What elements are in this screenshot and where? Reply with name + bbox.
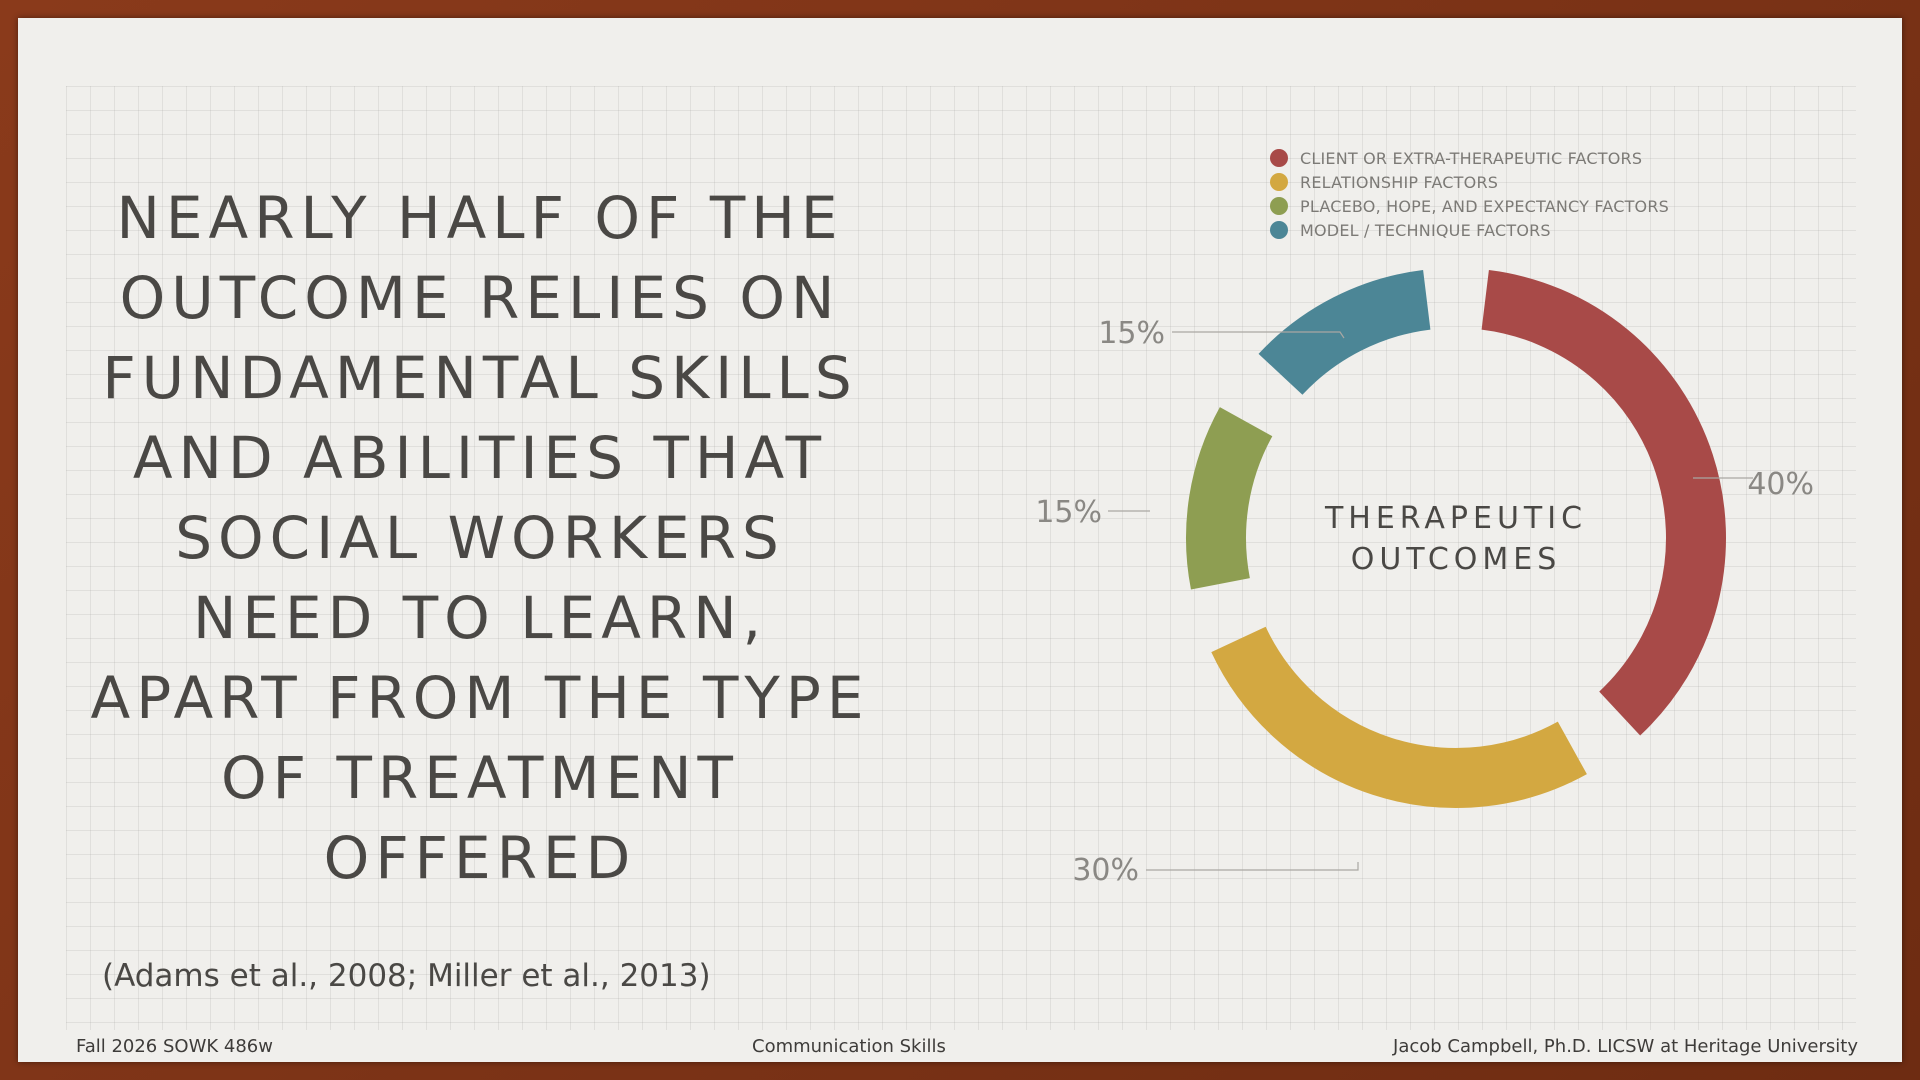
legend-item: MODEL / TECHNIQUE FACTORS	[1270, 218, 1669, 242]
value-label: 15%	[1035, 495, 1102, 530]
legend-label: RELATIONSHIP FACTORS	[1300, 172, 1499, 192]
leader-lines	[1108, 331, 1753, 871]
footer-course: Fall 2026 SOWK 486w	[76, 1036, 273, 1057]
chart-segments	[1186, 270, 1726, 808]
donut-segment	[1211, 626, 1587, 808]
slide: NEARLY HALF OF THE OUTCOME RELIES ON FUN…	[18, 18, 1902, 1062]
legend-swatch	[1270, 149, 1288, 167]
donut-segment	[1186, 407, 1273, 590]
headline: NEARLY HALF OF THE OUTCOME RELIES ON FUN…	[82, 178, 878, 898]
footer-topic: Communication Skills	[752, 1036, 946, 1057]
donut-segment	[1258, 270, 1432, 396]
footer-author: Jacob Campbell, Ph.D. LICSW at Heritage …	[1393, 1036, 1858, 1057]
legend-item: PLACEBO, HOPE, AND EXPECTANCY FACTORS	[1270, 194, 1669, 218]
legend-item: CLIENT OR EXTRA-THERAPEUTIC FACTORS	[1270, 146, 1669, 170]
headline-line: NEARLY HALF OF THE	[116, 184, 844, 252]
headline-line: APART FROM THE TYPE	[90, 664, 870, 732]
headline-line: AND ABILITIES THAT	[132, 424, 828, 492]
donut-segment	[1481, 270, 1726, 736]
donut-chart: 40% 30% 15% 15% THERAPEUTIC OUTCOMES	[1035, 270, 1814, 888]
headline-line: OUTCOME RELIES ON	[119, 264, 841, 332]
citation: (Adams et al., 2008; Miller et al., 2013…	[102, 958, 711, 994]
value-label: 15%	[1098, 316, 1165, 351]
legend-label: MODEL / TECHNIQUE FACTORS	[1300, 220, 1551, 240]
legend-label: CLIENT OR EXTRA-THERAPEUTIC FACTORS	[1300, 148, 1643, 168]
value-labels: 40% 30% 15% 15%	[1035, 316, 1814, 888]
center-label-line: OUTCOMES	[1351, 542, 1562, 577]
leader-line	[1146, 862, 1359, 871]
legend-swatch	[1270, 173, 1288, 191]
headline-line: FUNDAMENTAL SKILLS	[102, 344, 858, 412]
legend-swatch	[1270, 221, 1288, 239]
value-label: 40%	[1747, 467, 1814, 502]
legend-swatch	[1270, 197, 1288, 215]
value-label: 30%	[1072, 853, 1139, 888]
center-label-line: THERAPEUTIC	[1324, 501, 1587, 536]
leader-line	[1172, 331, 1345, 339]
headline-line: OF TREATMENT	[221, 744, 739, 812]
legend-label: PLACEBO, HOPE, AND EXPECTANCY FACTORS	[1300, 196, 1670, 216]
headline-line: OFFERED	[323, 824, 637, 892]
headline-line: SOCIAL WORKERS	[175, 504, 785, 572]
legend-item: RELATIONSHIP FACTORS	[1270, 170, 1669, 194]
chart-legend: CLIENT OR EXTRA-THERAPEUTIC FACTORS RELA…	[1270, 146, 1669, 242]
headline-line: NEED TO LEARN,	[192, 584, 768, 652]
grid-background	[66, 86, 1856, 1030]
